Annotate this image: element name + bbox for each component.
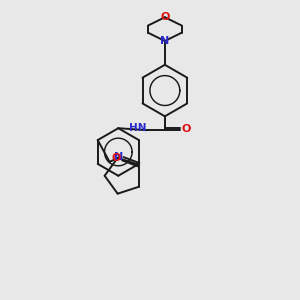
Text: O: O [111,153,121,163]
Text: HN: HN [129,123,147,133]
Text: O: O [182,124,191,134]
Text: N: N [114,152,123,162]
Text: O: O [160,12,170,22]
Text: N: N [160,36,170,46]
